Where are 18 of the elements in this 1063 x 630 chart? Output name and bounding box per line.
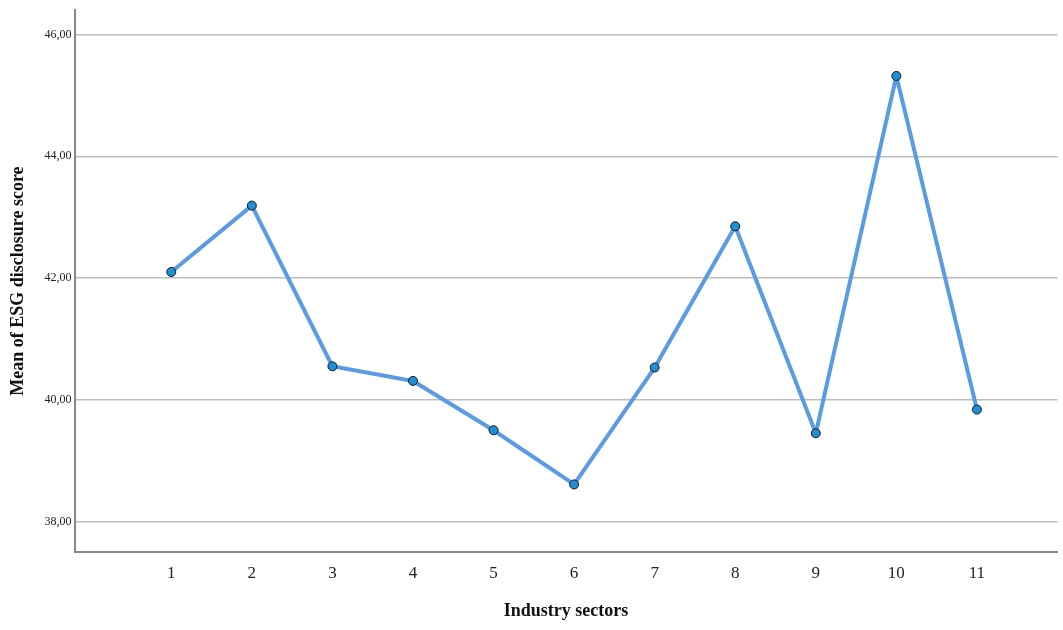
x-tick-label: 8 (730, 562, 740, 582)
x-tick-label: 3 (328, 562, 337, 582)
x-tick-label: 5 (489, 562, 498, 582)
y-tick-label: 46,00 (44, 26, 72, 41)
x-tick-label: 10 (887, 562, 905, 582)
x-tick-label: 7 (650, 562, 660, 582)
x-tick-label: 9 (811, 562, 821, 582)
x-tick-label: 11 (968, 562, 986, 582)
y-tick-label: 42,00 (44, 270, 72, 285)
y-tick-label: 40,00 (44, 391, 72, 406)
y-tick-label: 38,00 (44, 513, 72, 528)
x-tick-label: 2 (247, 562, 257, 582)
x-tick-label: 1 (167, 562, 176, 582)
x-tick-label: 6 (569, 562, 579, 582)
x-axis-title: Industry sectors (503, 599, 629, 620)
y-tick-label: 44,00 (44, 148, 72, 163)
y-axis-title: Mean of ESG disclosure score (7, 166, 28, 396)
x-tick-label: 4 (408, 562, 418, 582)
